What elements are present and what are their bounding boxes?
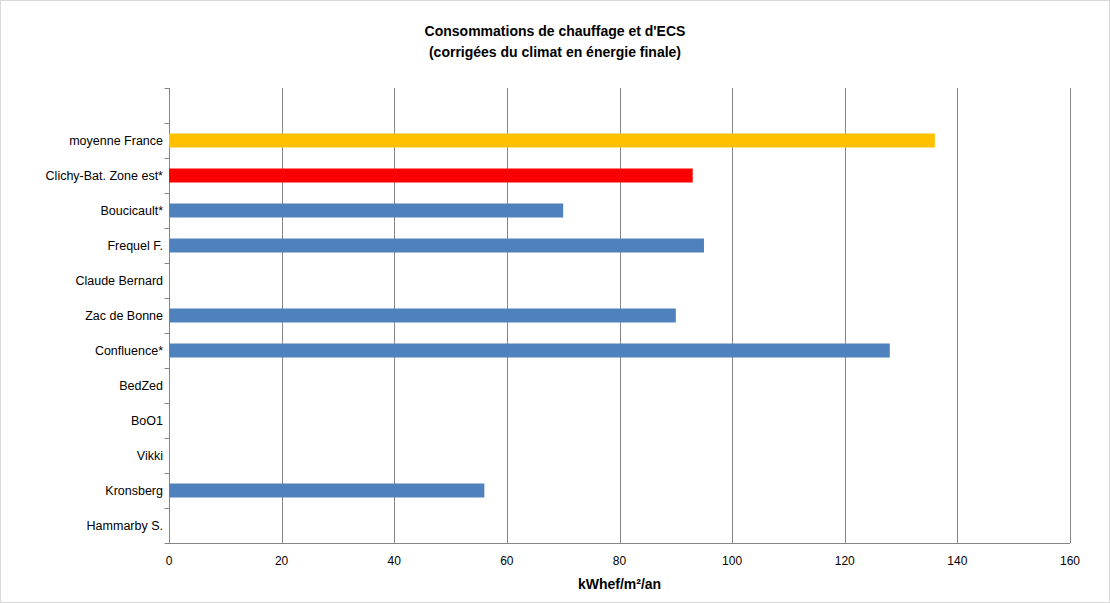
bar xyxy=(169,484,484,498)
tick-label: 60 xyxy=(500,554,514,568)
category-label: BedZed xyxy=(119,379,163,393)
category-tick xyxy=(165,368,170,369)
category-label: Boucicault* xyxy=(100,204,163,218)
value-axis xyxy=(169,543,1070,544)
category-tick xyxy=(165,158,170,159)
tick-label: 100 xyxy=(722,554,742,568)
bar xyxy=(169,134,935,148)
category-tick xyxy=(165,193,170,194)
tick-label: 140 xyxy=(947,554,967,568)
grid-line xyxy=(845,88,846,543)
category-label: Confluence* xyxy=(95,344,163,358)
chart: moyenne France Clichy-Bat. Zone est* Bouci… xyxy=(0,0,1110,603)
tick-label: 160 xyxy=(1060,554,1080,568)
chart-frame xyxy=(1,1,1110,603)
bars xyxy=(169,134,935,498)
title: Consommations de chauffage et d'ECS xyxy=(425,23,686,39)
subtitle: (corrigées du climat en énergie finale) xyxy=(429,44,681,60)
category-tick xyxy=(165,543,170,544)
grid-line xyxy=(732,88,733,543)
category-label: Kronsberg xyxy=(105,484,163,498)
tick-label: 20 xyxy=(275,554,289,568)
tick-label: 0 xyxy=(166,554,173,568)
category-tick xyxy=(165,228,170,229)
category-label: Vikki xyxy=(137,449,163,463)
grid-line xyxy=(1070,88,1071,543)
tick-label: 80 xyxy=(613,554,627,568)
category-label: Frequel F. xyxy=(107,239,163,253)
category-label: moyenne France xyxy=(69,134,163,148)
bar xyxy=(169,204,563,218)
category-label: Clichy-Bat. Zone est* xyxy=(46,169,164,183)
category-tick xyxy=(165,403,170,404)
category-tick xyxy=(165,473,170,474)
category-label: BoO1 xyxy=(131,414,163,428)
bar xyxy=(169,169,693,183)
bar xyxy=(169,344,890,358)
category-tick xyxy=(165,123,170,124)
bar xyxy=(169,309,676,323)
category-tick xyxy=(165,438,170,439)
tick-label: 120 xyxy=(835,554,855,568)
category-tick xyxy=(165,88,170,89)
tick-label: 40 xyxy=(388,554,402,568)
axis-title: kWhef/m²/an xyxy=(578,576,661,592)
grid-line xyxy=(957,88,958,543)
category-label: Zac de Bonne xyxy=(85,309,163,323)
category-tick xyxy=(165,508,170,509)
category-tick xyxy=(165,298,170,299)
category-tick xyxy=(165,333,170,334)
category-tick xyxy=(165,263,170,264)
category-label: Claude Bernard xyxy=(75,274,163,288)
category-label: Hammarby S. xyxy=(87,519,163,533)
bar xyxy=(169,239,704,253)
